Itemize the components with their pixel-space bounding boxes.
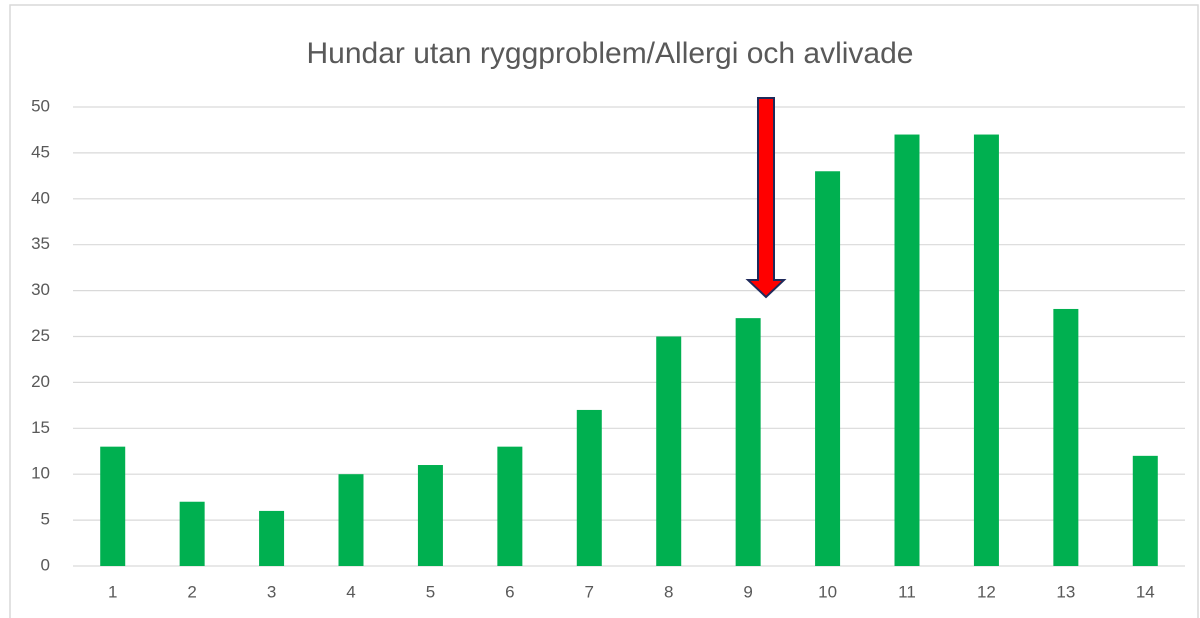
y-tick-label: 15	[31, 418, 50, 437]
y-tick-label: 5	[41, 510, 50, 529]
bar	[1132, 455, 1158, 566]
y-tick-label: 40	[31, 188, 50, 207]
bar	[815, 171, 841, 566]
y-tick-label: 45	[31, 142, 50, 161]
bar	[259, 510, 285, 566]
bar	[179, 501, 205, 566]
annotation-arrow	[745, 97, 787, 299]
y-tick-label: 20	[31, 372, 50, 391]
x-tick-label: 3	[267, 582, 276, 601]
x-tick-label: 10	[818, 582, 837, 601]
x-tick-label: 2	[187, 582, 196, 601]
chart-title: Hundar utan ryggproblem/Allergi och avli…	[306, 37, 913, 70]
x-tick-label: 13	[1056, 582, 1075, 601]
bar	[656, 336, 682, 566]
bar	[100, 446, 126, 566]
x-tick-label: 1	[108, 582, 117, 601]
x-tick-label: 4	[346, 582, 355, 601]
x-tick-label: 12	[977, 582, 996, 601]
y-tick-label: 10	[31, 464, 50, 483]
x-tick-label: 8	[664, 582, 673, 601]
x-tick-label: 6	[505, 582, 514, 601]
x-tick-label: 5	[426, 582, 435, 601]
y-tick-label: 30	[31, 280, 50, 299]
x-tick-label: 7	[585, 582, 594, 601]
bar	[417, 465, 443, 566]
bar	[338, 474, 364, 566]
bar	[1053, 308, 1079, 566]
x-tick-label: 11	[898, 582, 916, 601]
bar	[735, 318, 761, 566]
bar	[576, 409, 602, 566]
bar	[497, 446, 523, 566]
bar	[894, 134, 920, 567]
bar	[973, 134, 999, 567]
y-tick-label: 50	[31, 96, 50, 115]
y-tick-label: 35	[31, 234, 50, 253]
x-tick-label: 9	[743, 582, 752, 601]
x-tick-label: 14	[1136, 582, 1155, 601]
y-tick-label: 25	[31, 326, 50, 345]
y-tick-label: 0	[41, 555, 50, 574]
